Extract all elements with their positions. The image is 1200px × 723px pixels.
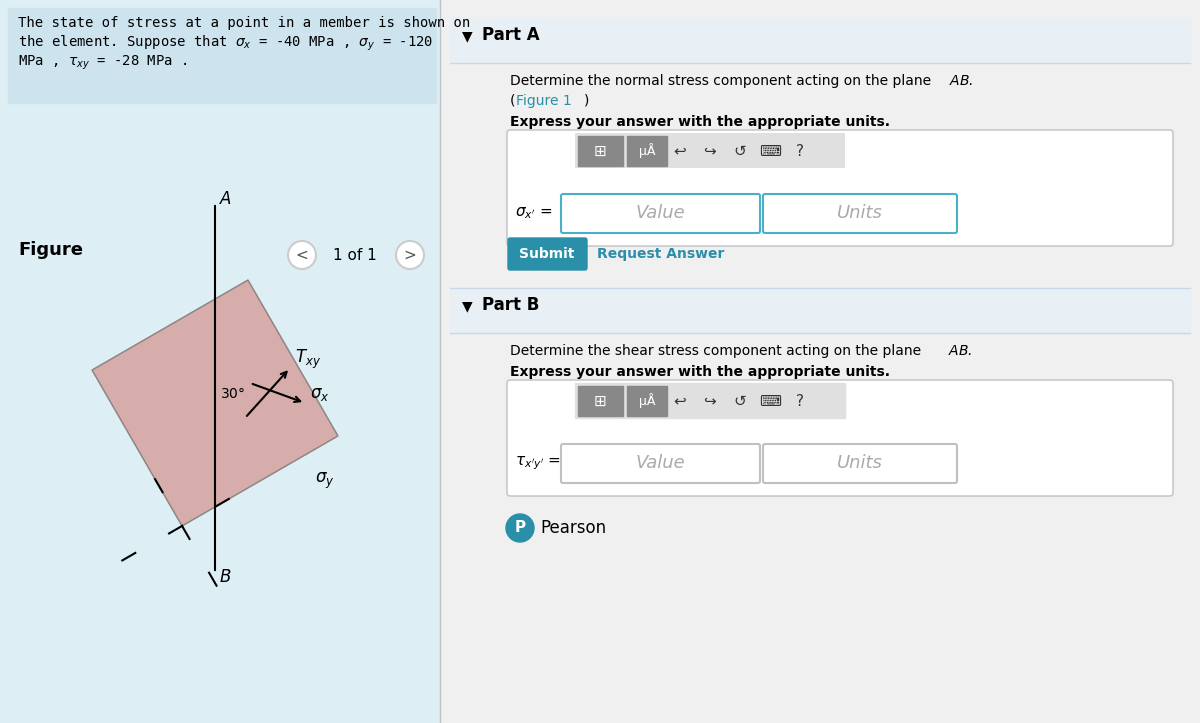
Text: $AB$.: $AB$. [948,344,972,358]
Text: ⊞: ⊞ [594,393,606,408]
Text: $AB$.: $AB$. [949,74,973,88]
FancyBboxPatch shape [763,444,958,483]
FancyBboxPatch shape [508,130,1174,246]
Circle shape [396,241,424,269]
Text: ⌨: ⌨ [760,393,781,408]
Text: ↩: ↩ [673,393,686,408]
Text: ?: ? [796,393,804,408]
Text: ↺: ↺ [733,393,746,408]
Bar [450,18,1190,63]
Text: $T_{xy}$: $T_{xy}$ [295,348,322,371]
Text: Figure 1: Figure 1 [516,94,571,108]
Text: Pearson: Pearson [540,519,606,537]
Circle shape [288,241,316,269]
Bar [575,383,845,418]
Bar [578,136,623,166]
Text: ⌨: ⌨ [760,143,781,158]
Text: P: P [515,521,526,536]
Text: <: < [295,247,308,262]
Text: A: A [220,190,232,208]
Text: $\tau_{x'y'}$ =: $\tau_{x'y'}$ = [515,454,562,472]
Text: Express your answer with the appropriate units.: Express your answer with the appropriate… [510,115,890,129]
Text: Determine the normal stress component acting on the plane: Determine the normal stress component ac… [510,74,936,88]
Text: ▼: ▼ [462,299,473,313]
Text: ?: ? [796,143,804,158]
Bar [440,0,1200,723]
FancyBboxPatch shape [763,194,958,233]
Text: $\sigma_{x'}$ =: $\sigma_{x'}$ = [515,205,552,221]
Bar [0,0,440,723]
Text: >: > [403,247,416,262]
Text: ↪: ↪ [703,393,716,408]
FancyBboxPatch shape [562,194,760,233]
Bar [578,386,623,416]
Text: The state of stress at a point in a member is shown on: The state of stress at a point in a memb… [18,16,470,30]
Bar [575,133,845,168]
Text: $\sigma_y$: $\sigma_y$ [314,471,335,491]
Text: Determine the shear stress component acting on the plane: Determine the shear stress component act… [510,344,925,358]
Text: ↪: ↪ [703,143,716,158]
Polygon shape [92,280,338,526]
Text: ▼: ▼ [462,29,473,43]
Text: MPa , $\tau_{xy}$ = -28 MPa .: MPa , $\tau_{xy}$ = -28 MPa . [18,54,187,72]
Text: Value: Value [635,204,685,222]
Text: Units: Units [838,454,883,472]
Text: (: ( [510,94,516,108]
Text: Part B: Part B [482,296,539,314]
Text: ↩: ↩ [673,143,686,158]
Text: $\sigma_x$: $\sigma_x$ [310,385,330,403]
Bar [450,288,1190,333]
Text: Figure: Figure [18,241,83,259]
Bar [628,386,667,416]
Circle shape [506,514,534,542]
Text: Part A: Part A [482,26,540,44]
FancyBboxPatch shape [562,444,760,483]
Text: Value: Value [635,454,685,472]
Text: ): ) [584,94,589,108]
Bar [8,8,436,103]
Text: $30°$: $30°$ [220,387,245,401]
Text: the element. Suppose that $\sigma_x$ = -40 MPa , $\sigma_y$ = -120: the element. Suppose that $\sigma_x$ = -… [18,33,433,53]
Text: ↺: ↺ [733,143,746,158]
Text: Submit: Submit [520,247,575,261]
Text: Request Answer: Request Answer [598,247,725,261]
Text: Units: Units [838,204,883,222]
Text: B: B [220,568,232,586]
Text: μÅ: μÅ [638,393,655,408]
Text: Express your answer with the appropriate units.: Express your answer with the appropriate… [510,365,890,379]
Text: ⊞: ⊞ [594,143,606,158]
FancyBboxPatch shape [508,380,1174,496]
Bar [628,136,667,166]
Text: μÅ: μÅ [638,144,655,158]
FancyBboxPatch shape [508,238,587,270]
Text: 1 of 1: 1 of 1 [334,247,377,262]
